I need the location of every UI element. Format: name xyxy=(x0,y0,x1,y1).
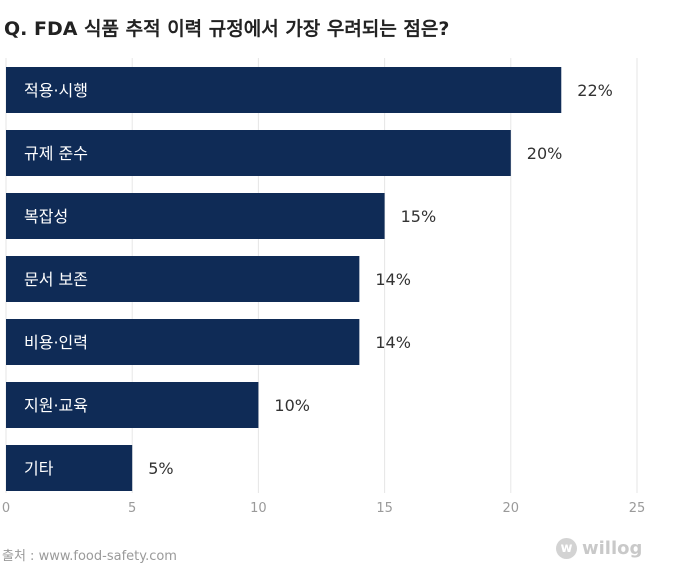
bar xyxy=(6,319,360,365)
value-label: 20% xyxy=(527,144,563,163)
chart-title: Q. FDA 식품 추적 이력 규정에서 가장 우려되는 점은? xyxy=(4,18,450,40)
category-label: 복잡성 xyxy=(24,207,68,226)
category-label: 문서 보존 xyxy=(24,270,88,289)
x-tick-label: 0 xyxy=(2,501,10,516)
willog-logo-icon: w xyxy=(556,538,577,559)
x-tick-label: 10 xyxy=(250,501,267,516)
category-label: 지원·교육 xyxy=(24,396,88,415)
bar xyxy=(6,445,133,491)
x-tick-label: 15 xyxy=(376,501,393,516)
category-label: 비용·인력 xyxy=(24,333,88,352)
value-label: 14% xyxy=(375,333,411,352)
bar xyxy=(6,67,562,113)
bar xyxy=(6,130,511,176)
bar xyxy=(6,382,259,428)
value-label: 22% xyxy=(577,81,613,100)
x-tick-label: 20 xyxy=(503,501,520,516)
watermark-text: willog xyxy=(582,538,643,559)
category-label: 기타 xyxy=(24,459,54,478)
category-label: 적용·시행 xyxy=(24,81,88,100)
x-tick-label: 5 xyxy=(128,501,136,516)
value-label: 15% xyxy=(401,207,437,226)
watermark: w willog xyxy=(556,538,642,559)
value-label: 14% xyxy=(375,270,411,289)
bar xyxy=(6,193,385,239)
value-label: 5% xyxy=(148,459,173,478)
category-label: 규제 준수 xyxy=(24,144,88,163)
source-text: 출처 : www.food-safety.com xyxy=(2,549,177,564)
value-label: 10% xyxy=(274,396,310,415)
bar xyxy=(6,256,360,302)
x-tick-label: 25 xyxy=(629,501,646,516)
